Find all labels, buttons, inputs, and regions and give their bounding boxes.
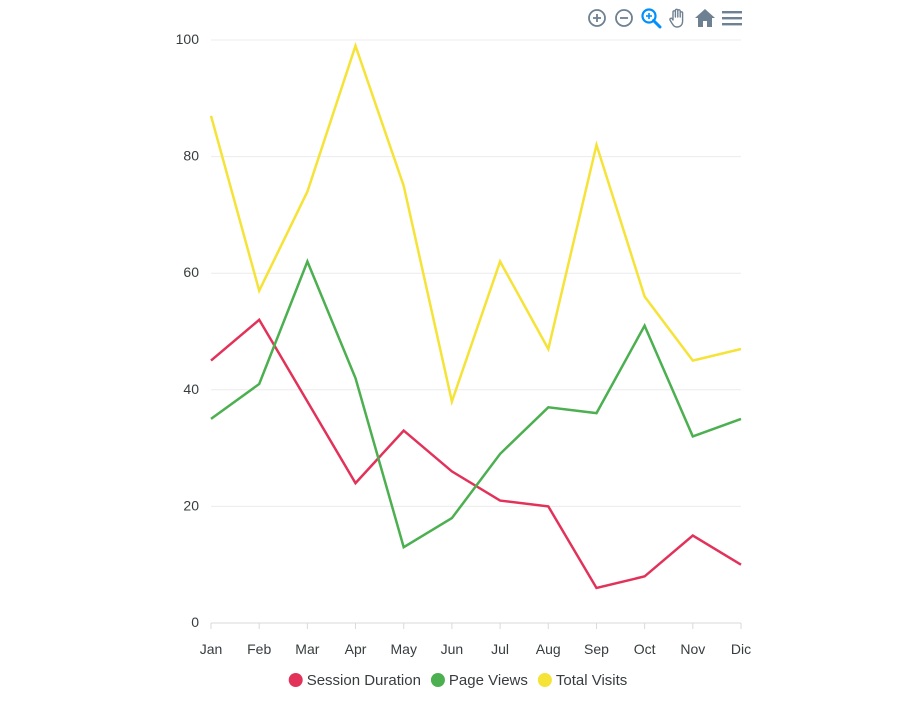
x-tick-label: Dic — [731, 641, 751, 657]
chart-toolbar — [586, 6, 743, 30]
selection-zoom-icon[interactable] — [640, 7, 662, 29]
x-tick-label: Jul — [491, 641, 509, 657]
x-tick-label: May — [391, 641, 417, 657]
series-line[interactable] — [210, 317, 742, 590]
y-tick-label: 80 — [183, 148, 199, 164]
pan-hand-icon[interactable] — [667, 7, 689, 29]
legend-label: Page Views — [449, 672, 528, 689]
y-tick-label: 20 — [183, 497, 199, 513]
x-tick-label: Jun — [441, 641, 464, 657]
x-tick-label: Oct — [634, 641, 656, 657]
x-tick-label: Nov — [680, 641, 705, 657]
x-axis: Jan Feb Mar Apr May Jun Jul Aug Sep Oct Nov Dic — [200, 622, 751, 657]
legend-label: Total Visits — [556, 672, 627, 689]
x-tick-label: Sep — [584, 641, 609, 657]
y-tick-label: 40 — [183, 381, 199, 397]
x-tick-label: Mar — [295, 641, 319, 657]
legend-label: Session Duration — [307, 672, 421, 689]
x-tick-label: Feb — [247, 641, 271, 657]
legend-marker[interactable] — [430, 673, 445, 687]
legend: Session Duration Page Views Total Visits — [288, 672, 627, 689]
series-line[interactable] — [210, 258, 742, 550]
zoom-in-icon[interactable] — [586, 7, 608, 29]
x-tick-label: Jan — [200, 641, 223, 657]
zoom-out-icon[interactable] — [613, 7, 635, 29]
series-lines — [209, 41, 742, 590]
x-tick-label: Aug — [536, 641, 561, 657]
y-tick-label: 60 — [183, 264, 199, 280]
y-tick-label: 100 — [176, 31, 200, 47]
legend-marker[interactable] — [537, 673, 552, 687]
x-tick-label: Apr — [345, 641, 367, 657]
y-axis: 0 20 40 60 80 100 — [176, 31, 200, 630]
menu-icon[interactable] — [721, 7, 743, 29]
legend-marker[interactable] — [288, 673, 303, 687]
home-reset-icon[interactable] — [694, 7, 716, 29]
grid-lines — [211, 39, 741, 507]
series-line[interactable] — [209, 41, 742, 407]
y-tick-label: 0 — [191, 614, 199, 630]
